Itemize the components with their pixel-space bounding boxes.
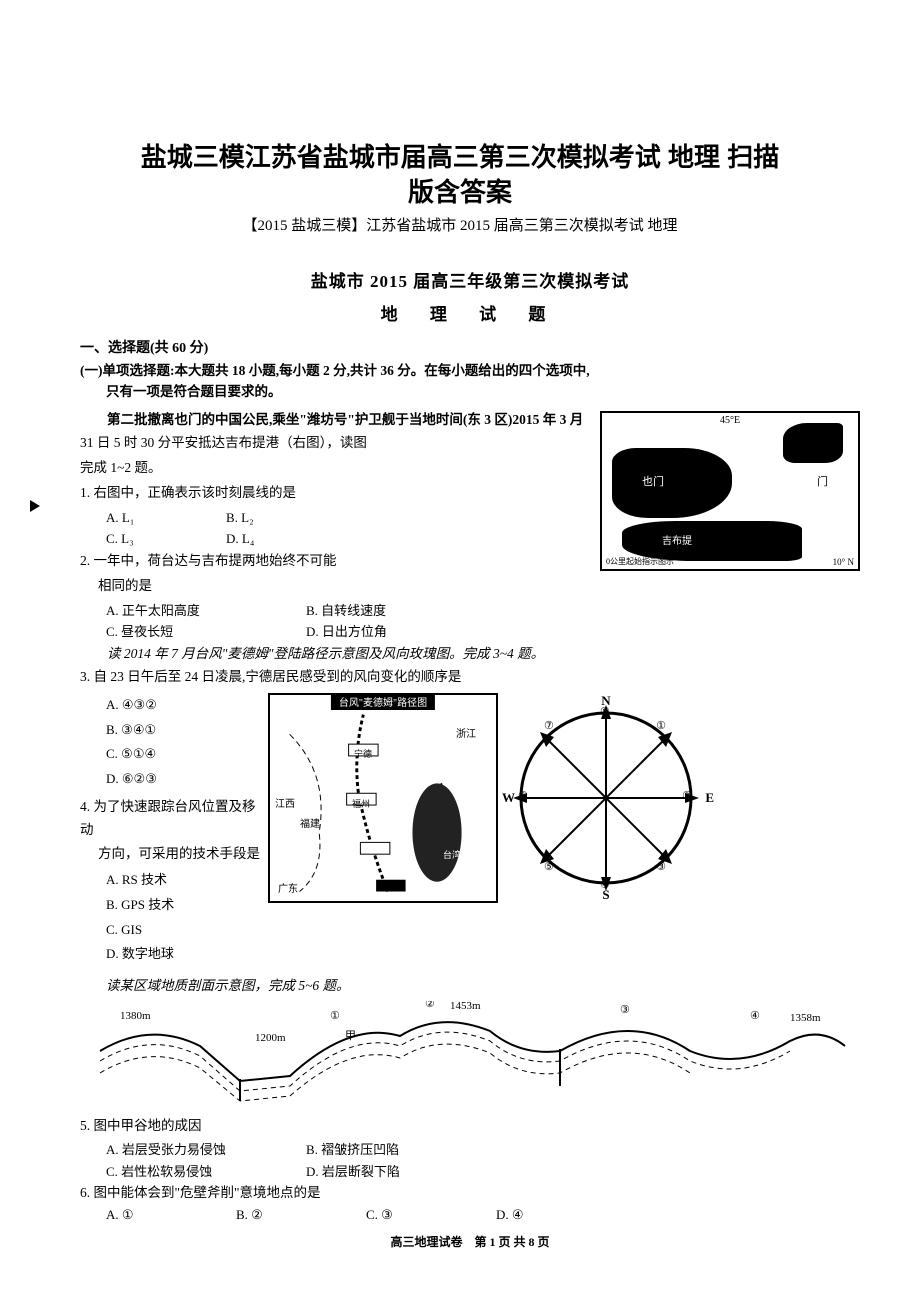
q5-stem: 5. 图中甲谷地的成因 — [80, 1115, 860, 1138]
q5-opt-c: C. 岩性松软易侵蚀 — [106, 1161, 306, 1182]
cs-elev-1358: 1358m — [790, 1012, 821, 1024]
wind-rose-compass: N S W E ① ② ③ ④ ⑤ ⑥ ⑦ ⑧ — [506, 693, 706, 903]
q5-opt-b: B. 褶皱挤压凹陷 — [306, 1139, 506, 1160]
passage2: 读 2014 年 7 月台风"麦德姆"登陆路径示意图及风向玫瑰图。完成 3~4 … — [80, 643, 860, 664]
passage1-block: 45°E 门 也门 吉布提 10° N 0公里起始指示图示 第二批撤离也门的中国… — [80, 409, 860, 643]
document-title: 盐城三模江苏省盐城市届高三第三次模拟考试 地理 扫描 版含答案 — [40, 140, 880, 210]
instr-line2: 只有一项是符合题目要求的。 — [106, 384, 282, 399]
q4-opt-d: D. 数字地球 — [106, 942, 260, 967]
ty-ningde: 宁德 — [354, 747, 372, 760]
q1-opt-d: D. L₄ — [226, 528, 346, 549]
q2-opt-d: D. 日出方位角 — [306, 621, 506, 642]
compass-6: ⑥ — [518, 789, 528, 802]
q4-stem: 4. 为了快速跟踪台风位置及移动 — [80, 796, 260, 842]
q3-opt-b: B. ③④① — [106, 718, 260, 743]
exam-header: 盐城市 2015 届高三年级第三次模拟考试 — [80, 270, 860, 294]
q5-opt-a: A. 岩层受张力易侵蚀 — [106, 1139, 306, 1160]
title-line2: 版含答案 — [408, 177, 512, 207]
ty-guangdong: 广东 — [278, 880, 298, 895]
page-footer: 高三地理试卷 第 1 页 共 8 页 — [80, 1233, 860, 1250]
cs-num2: ② — [425, 1001, 435, 1010]
compass-5: ⑤ — [544, 860, 554, 873]
exam-subject: 地 理 试 题 — [80, 300, 860, 325]
ty-fuzhou: 福州 — [352, 797, 370, 810]
cs-elev-1200: 1200m — [255, 1032, 286, 1044]
map-label-yemen: 也门 — [642, 473, 664, 489]
cs-num3: ③ — [620, 1004, 630, 1016]
map-label-lat: 10° N — [833, 557, 854, 567]
map-label-45e: 45°E — [720, 415, 740, 426]
q3-opt-a: A. ④③② — [106, 693, 260, 718]
q2-stem2: 相同的是 — [98, 575, 860, 598]
compass-e: E — [705, 790, 714, 806]
compass-4: ④ — [600, 878, 610, 891]
section1-head: 一、选择题(共 60 分) — [80, 337, 860, 357]
ty-taiwan: 台湾 — [443, 848, 461, 861]
q5-opt-d: D. 岩层断裂下陷 — [306, 1161, 506, 1182]
compass-w: W — [502, 790, 515, 806]
q6-opt-d: D. ④ — [496, 1207, 626, 1223]
title-line1: 盐城三模江苏省盐城市届高三第三次模拟考试 地理 扫描 — [141, 142, 779, 172]
compass-3: ③ — [656, 860, 666, 873]
instr-line1: (一)单项选择题:本大题共 18 小题,每小题 2 分,共计 36 分。在每小题… — [80, 363, 590, 378]
q3-stem: 3. 自 23 日午后至 24 日凌晨,宁德居民感受到的风向变化的顺序是 — [80, 666, 860, 689]
passage3: 读某区域地质剖面示意图，完成 5~6 题。 — [106, 975, 860, 996]
side-marker — [30, 500, 40, 512]
map-yemen-djibouti: 45°E 门 也门 吉布提 10° N 0公里起始指示图示 — [600, 411, 860, 571]
ty-fujian: 福建 — [300, 815, 320, 830]
q6-stem: 6. 图中能体会到"危壁斧削"意境地点的是 — [80, 1182, 860, 1205]
q4-opt-c: C. GIS — [106, 918, 260, 943]
compass-1: ① — [656, 719, 666, 732]
q2-opt-b: B. 自转线速度 — [306, 600, 506, 621]
q6-opt-b: B. ② — [236, 1207, 366, 1223]
typhoon-title: 台风"麦德姆"路径图 — [331, 693, 435, 710]
q3-opt-d: D. ⑥②③ — [106, 767, 260, 792]
cs-num4: ④ — [750, 1010, 760, 1022]
q4-stem2: 方向，可采用的技术手段是 — [98, 843, 260, 866]
q1-opt-c: C. L₃ — [106, 528, 226, 549]
q3q4-left-column: A. ④③② B. ③④① C. ⑤①④ D. ⑥②③ 4. 为了快速跟踪台风位… — [80, 693, 260, 967]
compass-8: ⑧ — [600, 705, 610, 718]
compass-7: ⑦ — [544, 719, 554, 732]
q1-opt-b: B. L₂ — [226, 507, 346, 528]
section1-instructions: (一)单项选择题:本大题共 18 小题,每小题 2 分,共计 36 分。在每小题… — [80, 361, 860, 403]
q3-opt-c: C. ⑤①④ — [106, 742, 260, 767]
typhoon-path-map: 台风"麦德姆"路径图 浙江 宁德 福建 江西 福州 广东 台湾 — [268, 693, 498, 903]
q6-opt-a: A. ① — [106, 1207, 236, 1223]
q2-opt-a: A. 正午太阳高度 — [106, 600, 306, 621]
cs-elev-1380: 1380m — [120, 1010, 151, 1022]
q4-opt-a: A. RS 技术 — [106, 868, 260, 893]
q6-opt-c: C. ③ — [366, 1207, 496, 1223]
figure-row-q3q4: A. ④③② B. ③④① C. ⑤①④ D. ⑥②③ 4. 为了快速跟踪台风位… — [80, 693, 860, 967]
cs-num1: ① — [330, 1010, 340, 1022]
map-label-men: 门 — [817, 473, 828, 489]
q1-opt-a: A. L₁ — [106, 507, 226, 528]
ty-jiangxi: 江西 — [275, 795, 295, 810]
geology-cross-section: 1380m 1200m 1453m 1358m 甲 ① ② ③ ④ — [80, 1001, 860, 1111]
map-label-scale: 0公里起始指示图示 — [606, 556, 674, 567]
cs-label-jia: 甲 — [345, 1030, 356, 1042]
q2-opt-c: C. 昼夜长短 — [106, 621, 306, 642]
compass-2: ② — [682, 789, 692, 802]
q4-opt-b: B. GPS 技术 — [106, 893, 260, 918]
cs-elev-1453: 1453m — [450, 1001, 481, 1012]
map-label-djibouti: 吉布提 — [662, 532, 692, 547]
ty-zhejiang: 浙江 — [456, 725, 476, 740]
document-subtitle: 【2015 盐城三模】江苏省盐城市 2015 届高三第三次模拟考试 地理 — [40, 214, 880, 235]
exam-body: 盐城市 2015 届高三年级第三次模拟考试 地 理 试 题 一、选择题(共 60… — [80, 270, 860, 1250]
